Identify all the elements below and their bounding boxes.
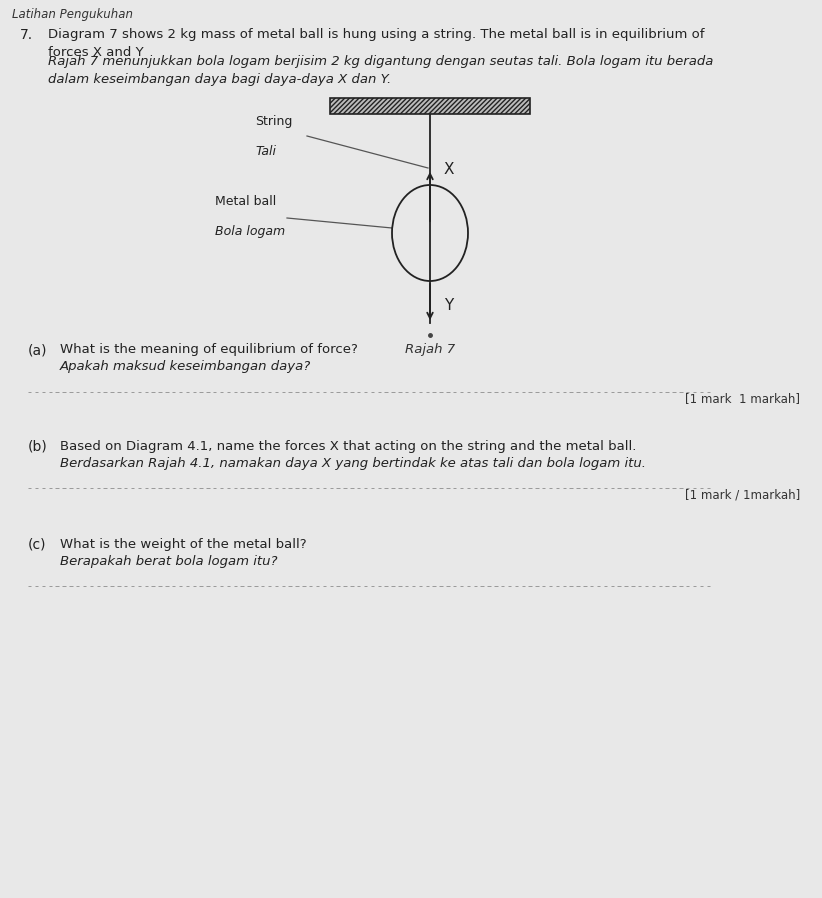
Text: Based on Diagram 4.1, name the forces X that acting on the string and the metal : Based on Diagram 4.1, name the forces X … bbox=[60, 440, 636, 453]
Text: Rajah 7: Rajah 7 bbox=[405, 343, 455, 356]
Text: (c): (c) bbox=[28, 538, 47, 552]
Text: (b): (b) bbox=[28, 440, 48, 454]
Text: Berdasarkan Rajah 4.1, namakan daya X yang bertindak ke atas tali dan bola logam: Berdasarkan Rajah 4.1, namakan daya X ya… bbox=[60, 457, 646, 470]
Text: Rajah 7 menunjukkan bola logam berjisim 2 kg digantung dengan seutas tali. Bola : Rajah 7 menunjukkan bola logam berjisim … bbox=[48, 55, 713, 86]
Text: What is the meaning of equilibrium of force?: What is the meaning of equilibrium of fo… bbox=[60, 343, 358, 356]
Text: Metal ball: Metal ball bbox=[215, 195, 276, 208]
Ellipse shape bbox=[392, 185, 468, 281]
Text: What is the weight of the metal ball?: What is the weight of the metal ball? bbox=[60, 538, 307, 551]
Text: [1 mark / 1markah]: [1 mark / 1markah] bbox=[685, 488, 800, 501]
Text: [1 mark  1 markah]: [1 mark 1 markah] bbox=[685, 392, 800, 405]
Text: Berapakah berat bola logam itu?: Berapakah berat bola logam itu? bbox=[60, 555, 278, 568]
Text: Y: Y bbox=[444, 297, 453, 313]
Text: Apakah maksud keseimbangan daya?: Apakah maksud keseimbangan daya? bbox=[60, 360, 312, 373]
Text: String: String bbox=[255, 115, 293, 128]
Text: Tali: Tali bbox=[255, 145, 276, 158]
Text: Latihan Pengukuhan: Latihan Pengukuhan bbox=[12, 8, 133, 21]
Text: Bola logam: Bola logam bbox=[215, 225, 285, 238]
Text: X: X bbox=[444, 162, 455, 177]
Text: (a): (a) bbox=[28, 343, 48, 357]
Bar bbox=[330, 98, 530, 114]
Text: 7.: 7. bbox=[20, 28, 33, 42]
Text: Diagram 7 shows 2 kg mass of metal ball is hung using a string. The metal ball i: Diagram 7 shows 2 kg mass of metal ball … bbox=[48, 28, 704, 59]
